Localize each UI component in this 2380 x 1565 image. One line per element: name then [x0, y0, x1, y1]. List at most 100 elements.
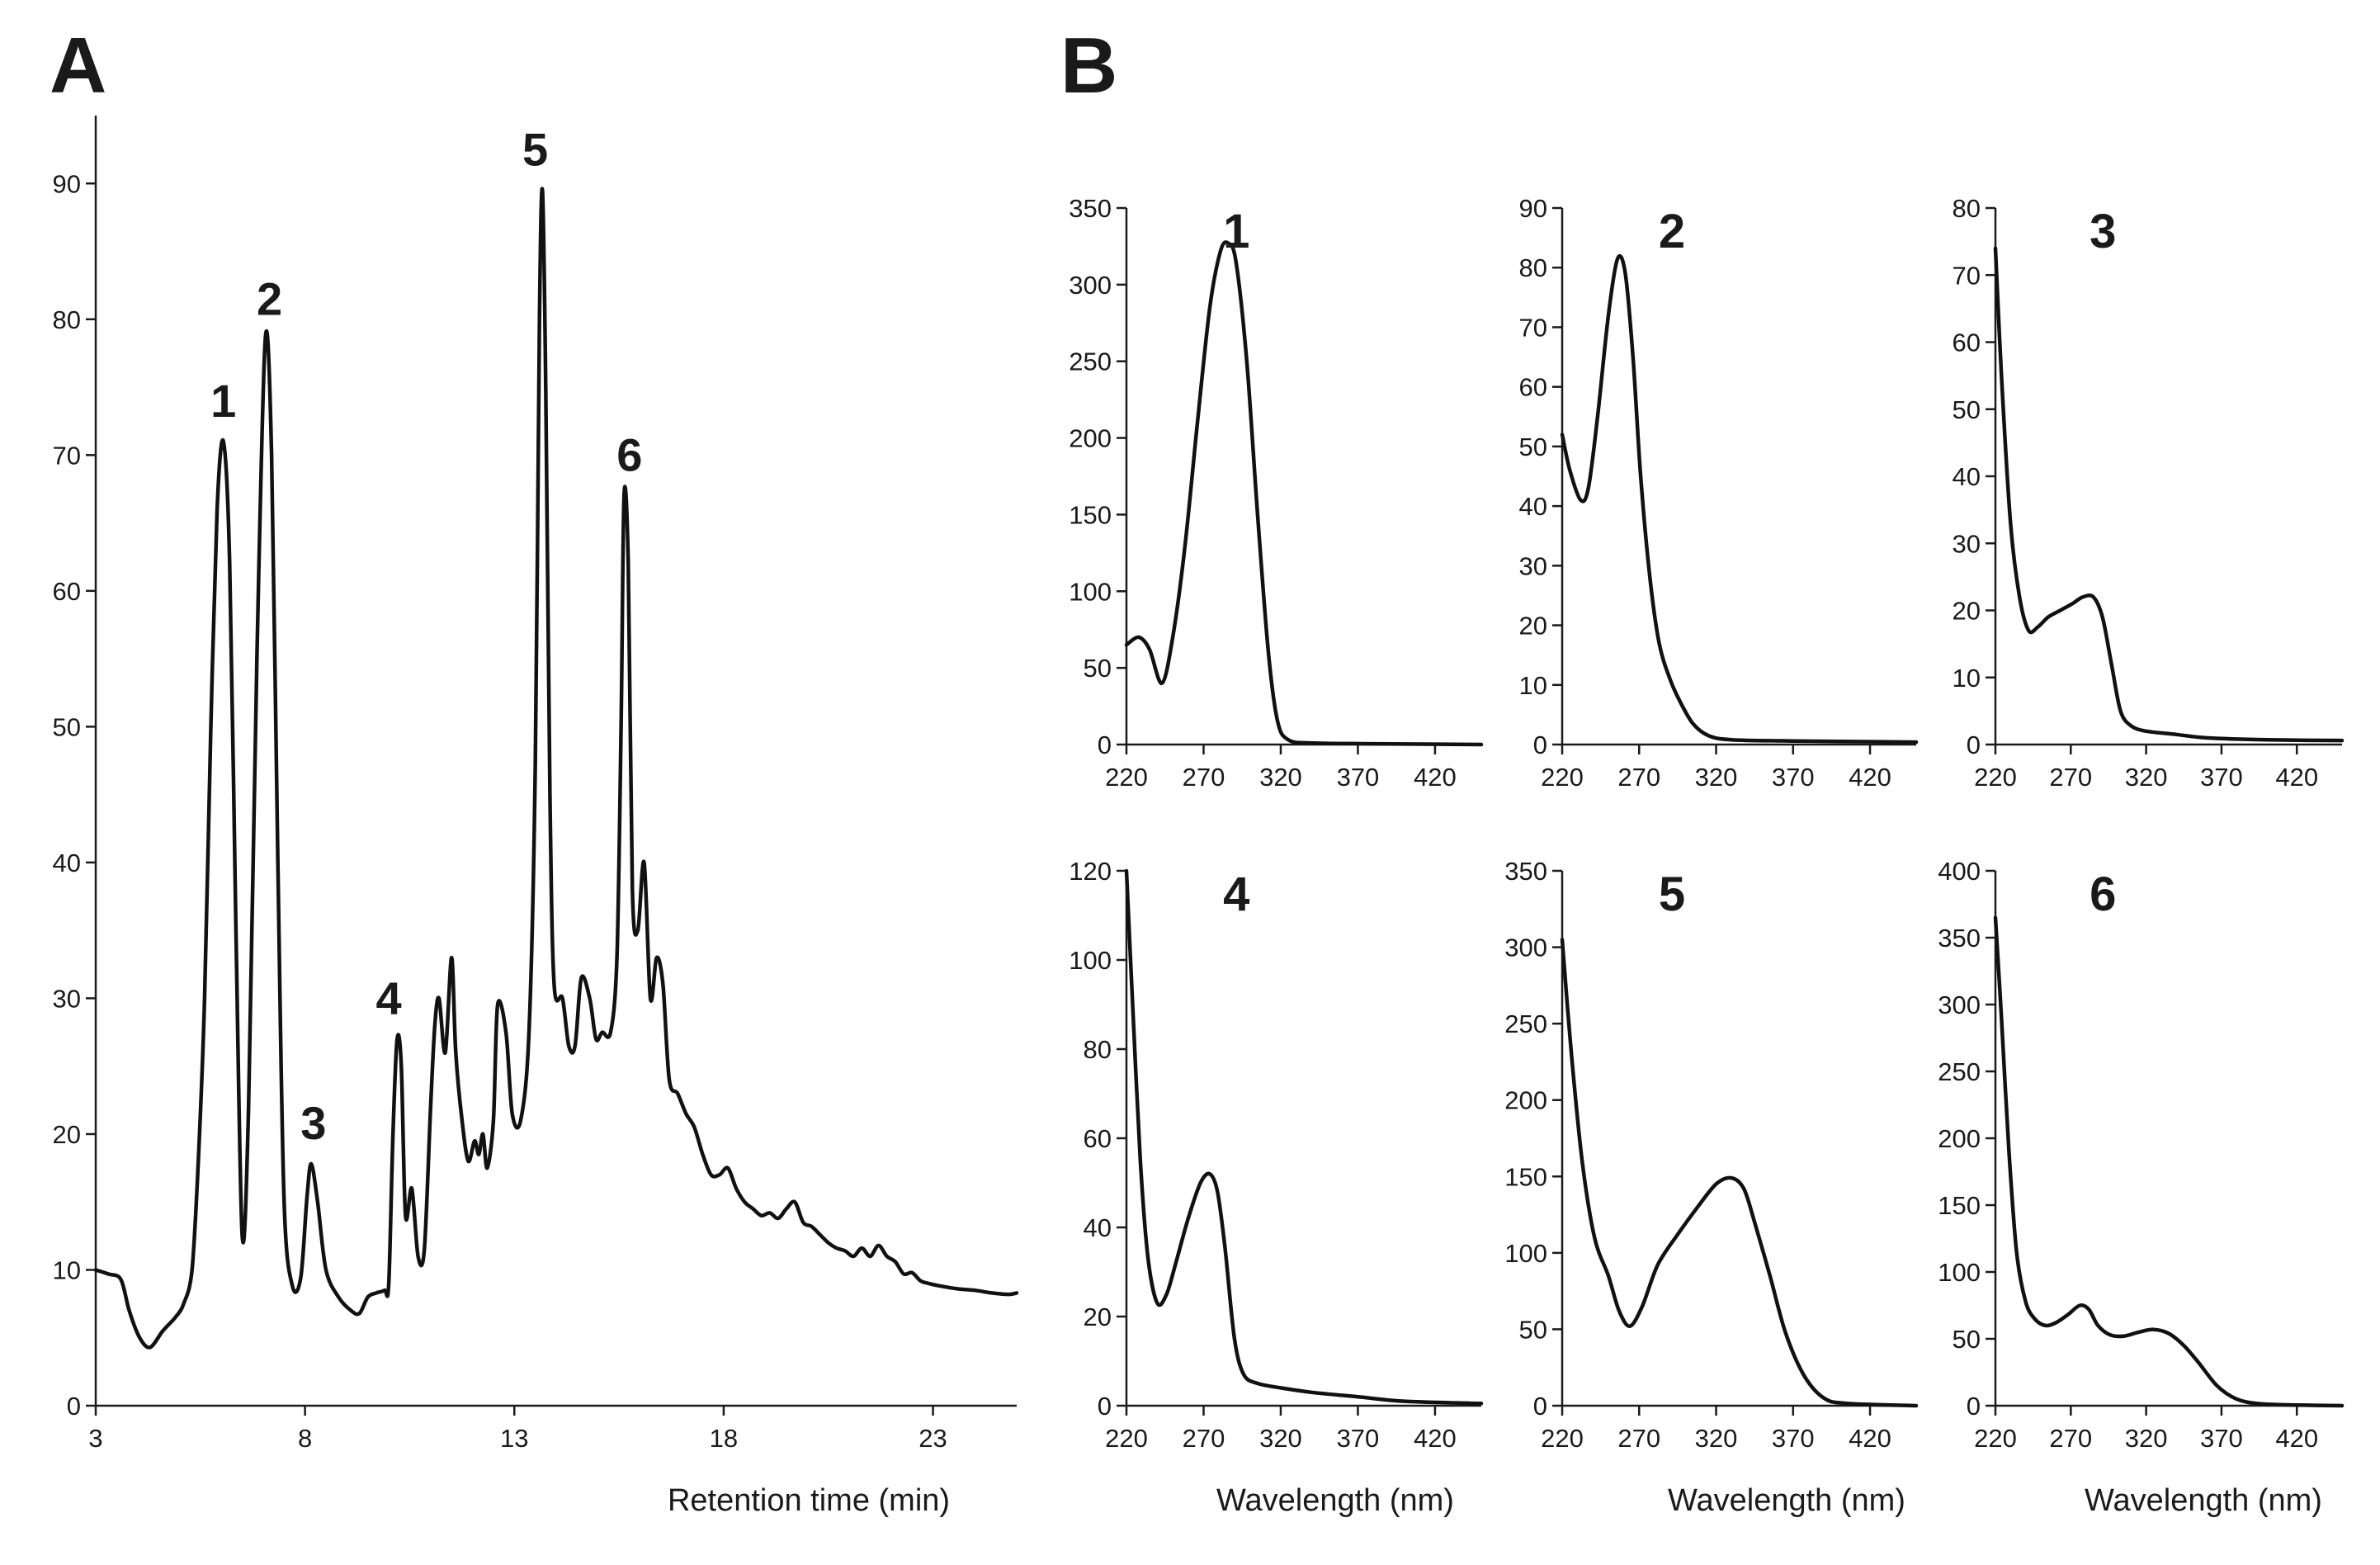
y-tick-label: 0 [1967, 730, 1981, 759]
x-tick-label: 8 [298, 1424, 312, 1453]
x-axis-title: Wavelength (nm) [1668, 1483, 1905, 1518]
x-tick-label: 420 [2275, 1424, 2318, 1453]
y-tick-label: 20 [1519, 612, 1547, 641]
spectrum-trace [1993, 915, 2345, 1408]
y-tick-label: 200 [1504, 1086, 1547, 1115]
y-tick-label: 150 [1069, 500, 1112, 529]
y-tick-label: 80 [1519, 253, 1547, 282]
chromatogram-trace [93, 187, 1019, 1350]
y-tick-label: 20 [53, 1120, 81, 1149]
y-tick-label: 40 [1953, 462, 1981, 491]
panel-b-letter: B [1060, 21, 1117, 110]
x-tick-label: 320 [1259, 763, 1302, 792]
y-tick-label: 70 [1953, 261, 1981, 290]
panel-a-letter: A [50, 21, 106, 110]
peak-label: 2 [257, 272, 282, 324]
y-tick-label: 60 [1519, 373, 1547, 402]
y-tick-label: 20 [1084, 1303, 1112, 1331]
y-tick-label: 50 [1084, 654, 1112, 683]
x-tick-label: 370 [1772, 763, 1815, 792]
spectrum-trace [1993, 246, 2345, 743]
spectrum-trace [1124, 868, 1484, 1406]
y-tick-label: 150 [1504, 1162, 1547, 1191]
y-tick-label: 250 [1504, 1009, 1547, 1038]
x-tick-label: 270 [1183, 1424, 1225, 1453]
y-tick-label: 0 [1098, 1392, 1112, 1421]
spectrum-number-label: 4 [1223, 868, 1249, 921]
x-tick-label: 220 [1974, 1424, 2017, 1453]
chart-b2: 0 10 20 30 40 50 60 70 80 90 220 270 320 370 420 2 [1519, 194, 1919, 792]
y-tick-label: 0 [67, 1392, 81, 1421]
chart-b6: 0 50 100 150 200 250 300 350 400 220 270 320 370 420 W… [1938, 857, 2345, 1518]
y-tick-label: 90 [53, 169, 81, 198]
y-tick-label: 100 [1069, 946, 1112, 975]
x-tick-label: 370 [1772, 1424, 1815, 1453]
x-tick-label: 220 [1105, 763, 1148, 792]
spectrum-trace [1124, 240, 1484, 747]
chart-b5: 0 50 100 150 200 250 300 350 220 270 320 370 420 Wave… [1504, 857, 1919, 1518]
spectrum-number-label: 3 [2090, 205, 2116, 258]
x-tick-label: 270 [2049, 1424, 2092, 1453]
spectrum-number-label: 1 [1223, 205, 1249, 258]
spectrum-trace [1560, 253, 1919, 745]
y-tick-label: 0 [1967, 1392, 1981, 1421]
peak-label: 6 [616, 429, 642, 481]
x-tick-label: 270 [1617, 1424, 1660, 1453]
peak-label: 1 [210, 375, 236, 427]
y-tick-label: 0 [1533, 1392, 1547, 1421]
y-tick-label: 40 [53, 849, 81, 877]
x-tick-label: 420 [1414, 763, 1457, 792]
y-tick-label: 40 [1519, 492, 1547, 521]
y-tick-label: 120 [1069, 857, 1112, 886]
x-tick-label: 320 [1695, 1424, 1738, 1453]
x-axis-title: Wavelength (nm) [2085, 1483, 2322, 1518]
y-tick-label: 50 [1953, 395, 1981, 424]
y-tick-label: 50 [1953, 1325, 1981, 1354]
x-tick-label: 420 [1849, 763, 1891, 792]
y-tick-label: 350 [1504, 857, 1547, 886]
y-tick-label: 30 [1519, 551, 1547, 580]
spectrum-trace [1560, 938, 1919, 1408]
y-tick-label: 60 [53, 577, 81, 606]
y-tick-label: 0 [1098, 730, 1112, 759]
y-tick-label: 40 [1084, 1213, 1112, 1242]
x-tick-label: 270 [1617, 763, 1660, 792]
y-tick-label: 10 [1519, 671, 1547, 700]
y-tick-label: 300 [1938, 991, 1981, 1019]
y-tick-label: 20 [1953, 597, 1981, 626]
peak-label: 5 [522, 123, 548, 175]
y-tick-label: 250 [1938, 1057, 1981, 1086]
x-tick-label: 270 [2049, 763, 2092, 792]
x-tick-label: 18 [710, 1424, 738, 1453]
x-tick-label: 420 [1414, 1424, 1457, 1453]
x-tick-label: 320 [1695, 763, 1738, 792]
chart-b1: 0 50 100 150 200 250 300 350 220 270 320 370 420 1 [1069, 194, 1484, 792]
x-tick-label: 370 [2200, 763, 2243, 792]
y-tick-label: 10 [1953, 664, 1981, 693]
y-tick-label: 350 [1938, 924, 1981, 953]
x-tick-label: 320 [2125, 1424, 2168, 1453]
y-tick-label: 70 [1519, 313, 1547, 342]
x-tick-label: 3 [88, 1424, 102, 1453]
y-tick-label: 100 [1938, 1258, 1981, 1287]
y-tick-label: 30 [53, 984, 81, 1013]
spectrum-number-label: 5 [1659, 868, 1685, 921]
x-tick-label: 420 [1849, 1424, 1891, 1453]
x-tick-label: 370 [1337, 1424, 1380, 1453]
x-axis-title: Wavelength (nm) [1216, 1483, 1454, 1518]
x-tick-label: 13 [500, 1424, 528, 1453]
x-axis-title: Retention time (min) [668, 1483, 950, 1518]
y-tick-label: 100 [1504, 1239, 1547, 1268]
x-tick-label: 220 [1974, 763, 2017, 792]
y-tick-label: 250 [1069, 348, 1112, 376]
x-tick-label: 420 [2275, 763, 2318, 792]
peak-label: 3 [300, 1097, 326, 1149]
chart-b4: 0 20 40 60 80 100 120 220 270 320 370 420 Wavelength… [1069, 857, 1484, 1518]
x-tick-label: 220 [1541, 1424, 1584, 1453]
y-tick-label: 80 [1084, 1035, 1112, 1064]
y-tick-label: 50 [53, 712, 81, 741]
x-tick-label: 320 [1259, 1424, 1302, 1453]
